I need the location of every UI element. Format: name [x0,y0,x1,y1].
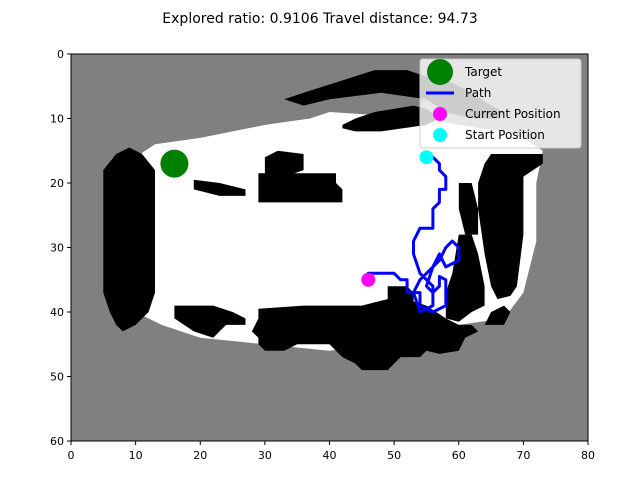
legend-marker-swatch [427,59,453,85]
y-tick-label: 0 [57,48,64,61]
y-tick-label: 20 [50,177,64,190]
y-tick-label: 30 [50,242,64,255]
obstacle-region [264,150,304,177]
obstacle-region [387,286,414,312]
legend-marker-swatch [433,107,447,121]
obstacle-region [174,305,246,338]
target-marker [160,149,189,178]
obstacle-region [445,234,485,322]
y-tick-label: 50 [50,371,64,384]
legend-label: Path [465,86,491,100]
y-tick-label: 40 [50,306,64,319]
obstacle-region [103,147,155,332]
y-axis: 0 10 20 30 40 50 60 [50,48,71,448]
obstacle-region [478,154,543,300]
x-tick-label: 10 [129,449,143,462]
chart-title: Explored ratio: 0.9106 Travel distance: … [162,11,477,27]
free-space-region [122,112,543,351]
obstacle-region [258,173,343,203]
legend-label: Start Position [465,128,545,142]
legend-box [419,58,582,149]
marker-layer [160,149,461,314]
obstacle-region [251,299,479,371]
y-tick-label: 10 [50,113,64,126]
x-axis: 0 10 20 30 40 50 60 70 80 [68,441,595,462]
legend-marker-swatch [433,128,447,142]
x-tick-label: 80 [581,449,595,462]
obstacle-region [342,105,440,132]
x-tick-label: 50 [387,449,401,462]
obstacle-region [484,305,511,325]
path-line [366,155,461,314]
x-tick-label: 0 [68,449,75,462]
obstacle-region [193,179,246,196]
current-position-marker [361,272,376,287]
x-tick-label: 40 [323,449,337,462]
x-tick-label: 70 [516,449,530,462]
legend-label: Target [464,65,502,79]
y-tick-label: 60 [50,435,64,448]
x-tick-label: 20 [193,449,207,462]
x-tick-label: 60 [452,449,466,462]
obstacle-region [458,183,479,235]
x-tick-label: 30 [258,449,272,462]
legend: Target Path Current Position Start Position [419,58,582,149]
legend-label: Current Position [465,107,561,121]
start-position-marker [419,150,434,165]
